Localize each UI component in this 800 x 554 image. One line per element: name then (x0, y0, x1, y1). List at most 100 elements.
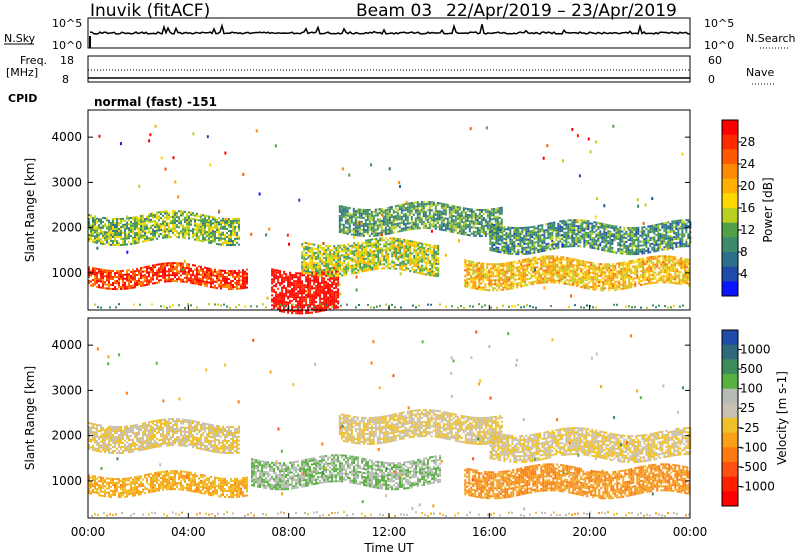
radar-cell (186, 263, 188, 266)
radar-cell (410, 223, 413, 226)
radar-cell (368, 225, 371, 228)
radar-cell (460, 232, 463, 235)
radar-cell (333, 279, 336, 282)
radar-cell (323, 248, 326, 251)
radar-cell (140, 227, 142, 230)
radar-cell (644, 273, 647, 276)
radar-cell (624, 271, 627, 274)
radar-cell (351, 246, 354, 249)
radar-cell (102, 232, 104, 235)
radar-cell (92, 216, 94, 219)
radar-cell (397, 245, 400, 248)
radar-cell (576, 259, 579, 262)
radar-cell (596, 278, 599, 281)
radar-cell (98, 220, 100, 223)
radar-cell (364, 230, 367, 233)
radar-cell (317, 252, 320, 255)
radar-cell (506, 284, 509, 287)
radar-cell (172, 232, 174, 235)
radar-cell (291, 291, 294, 294)
radar-cell (480, 227, 483, 230)
radar-cell (414, 223, 417, 226)
radar-cell (352, 233, 355, 236)
radar-cell (413, 256, 416, 259)
radar-cell (309, 250, 312, 253)
radar-cell (409, 252, 412, 255)
radar-cell (293, 292, 296, 295)
radar-cell (468, 272, 471, 275)
radar-cell (289, 291, 292, 294)
radar-cell (498, 269, 501, 272)
radar-cell (118, 236, 120, 239)
radar-cell (309, 297, 312, 300)
radar-cell (228, 230, 230, 233)
radar-cell (682, 275, 685, 278)
radar-cell (110, 235, 112, 238)
radar-cell (478, 215, 481, 218)
radar-cell (182, 226, 184, 229)
radar-cell (307, 312, 310, 315)
radar-cell (297, 308, 300, 311)
radar-cell (232, 220, 234, 223)
radar-cell (369, 258, 372, 261)
radar-cell (363, 252, 366, 255)
radar-cell (236, 285, 238, 288)
radar-cell (630, 270, 633, 273)
radar-cell (564, 270, 567, 273)
radar-cell (480, 221, 483, 224)
radar-cell (400, 207, 403, 210)
radar-cell (554, 271, 557, 274)
radar-cell (586, 261, 589, 264)
radar-cell (377, 255, 380, 258)
radar-cell (354, 228, 357, 231)
radar-cell (395, 251, 398, 254)
radar-cell (208, 275, 210, 278)
radar-cell (174, 212, 176, 215)
radar-cell (415, 271, 418, 274)
radar-cell (417, 241, 420, 244)
radar-cell (618, 262, 621, 265)
radar-cell (184, 268, 186, 271)
radar-cell (277, 271, 280, 274)
radar-cell (365, 245, 368, 248)
radar-cell (496, 283, 499, 286)
radar-cell (315, 276, 318, 279)
radar-cell (348, 229, 351, 232)
radar-cell (415, 259, 418, 262)
radar-cell (289, 281, 292, 284)
radar-cell (363, 260, 366, 263)
radar-cell (480, 235, 483, 238)
radar-cell (116, 224, 118, 227)
radar-cell (674, 274, 677, 277)
radar-cell (92, 268, 94, 271)
radar-cell (392, 209, 395, 212)
radar-cell (636, 260, 639, 263)
radar-cell (500, 270, 503, 273)
radar-cell (462, 215, 465, 218)
radar-cell (426, 219, 429, 222)
radar-cell (343, 272, 346, 275)
radar-cell (277, 295, 280, 298)
radar-cell (626, 272, 629, 275)
radar-cell (128, 237, 130, 240)
radar-cell (236, 275, 238, 278)
radar-cell (404, 213, 407, 216)
radar-cell (166, 222, 168, 225)
radar-cell (422, 221, 425, 224)
radar-cell (474, 287, 477, 290)
radar-cell (423, 273, 426, 276)
radar-cell (367, 243, 370, 246)
radar-cell (437, 253, 440, 256)
radar-cell (344, 232, 347, 235)
radar-cell (232, 244, 234, 247)
radar-cell (604, 279, 607, 282)
radar-cell (301, 271, 304, 274)
radar-cell (100, 228, 102, 231)
radar-cell (124, 283, 126, 286)
radar-cell (307, 264, 310, 267)
radar-cell (317, 278, 320, 281)
radar-cell (212, 236, 214, 239)
radar-cell (132, 224, 134, 227)
radar-cell (407, 267, 410, 270)
radar-cell (124, 243, 126, 246)
